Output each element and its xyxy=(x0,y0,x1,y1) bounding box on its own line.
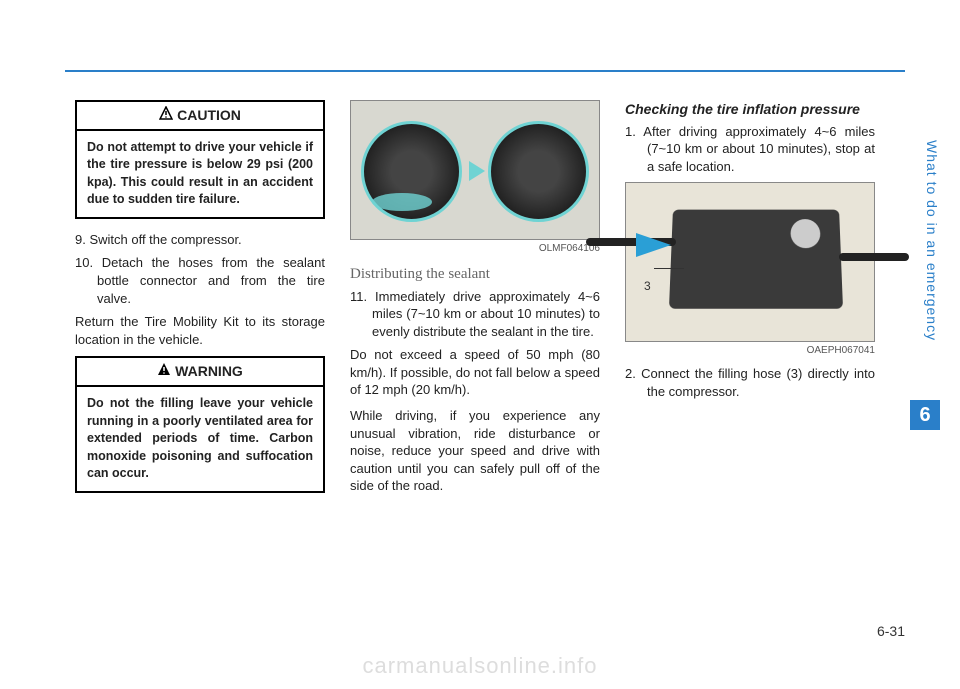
figure-id-1: OLMF064106 xyxy=(350,242,600,256)
content-columns: CAUTION Do not attempt to drive your veh… xyxy=(75,100,875,505)
caution-body: Do not attempt to drive your vehicle if … xyxy=(77,131,323,217)
tire-before-icon xyxy=(361,121,462,222)
compressor-figure: 3 xyxy=(625,182,875,342)
step-2-check: 2. Connect the filling hose (3) directly… xyxy=(625,365,875,400)
arrow-right-icon xyxy=(469,161,485,181)
step-11: 11. Immediately drive approximately 4~6 … xyxy=(350,288,600,341)
blue-arrow-icon xyxy=(636,233,671,257)
column-1: CAUTION Do not attempt to drive your veh… xyxy=(75,100,325,505)
caution-box: CAUTION Do not attempt to drive your veh… xyxy=(75,100,325,219)
caution-icon xyxy=(159,106,173,125)
step-10: 10. Detach the hoses from the sealant bo… xyxy=(75,254,325,307)
warning-title: WARNING xyxy=(175,363,243,379)
callout-label-3: 3 xyxy=(644,278,651,294)
distributing-sealant-title: Distributing the sealant xyxy=(350,264,600,284)
header-rule xyxy=(65,70,905,72)
checking-pressure-title: Checking the tire inflation pressure xyxy=(625,100,875,119)
manual-page: CAUTION Do not attempt to drive your veh… xyxy=(0,0,960,689)
side-tab-label: What to do in an emergency xyxy=(924,140,940,341)
sealant-puddle-icon xyxy=(372,193,432,211)
page-number: 6-31 xyxy=(877,623,905,639)
chapter-indicator: 6 xyxy=(910,400,940,430)
watermark-text: carmanualsonline.info xyxy=(362,653,597,679)
sealant-distribution-figure xyxy=(350,100,600,240)
figure-id-2: OAEPH067041 xyxy=(625,344,875,358)
column-3: Checking the tire inflation pressure 1. … xyxy=(625,100,875,505)
caution-header: CAUTION xyxy=(77,102,323,131)
warning-body: Do not the filling leave your vehicle ru… xyxy=(77,387,323,491)
speed-limit-text: Do not exceed a speed of 50 mph (80 km/h… xyxy=(350,346,600,399)
step-9: 9. Switch off the compressor. xyxy=(75,231,325,249)
hose-out-icon xyxy=(839,253,909,261)
return-kit-text: Return the Tire Mobility Kit to its stor… xyxy=(75,313,325,348)
tire-after-icon xyxy=(488,121,589,222)
column-2: OLMF064106 Distributing the sealant 11. … xyxy=(350,100,600,505)
gauge-icon xyxy=(790,219,820,248)
caution-title: CAUTION xyxy=(177,107,241,123)
leader-line xyxy=(654,268,684,269)
warning-header: WARNING xyxy=(77,358,323,387)
warning-box: WARNING Do not the filling leave your ve… xyxy=(75,356,325,492)
step-1-check: 1. After driving approximately 4~6 miles… xyxy=(625,123,875,176)
compressor-body-icon xyxy=(669,209,843,308)
vibration-warning-text: While driving, if you experience any unu… xyxy=(350,407,600,495)
warning-icon xyxy=(157,362,171,381)
